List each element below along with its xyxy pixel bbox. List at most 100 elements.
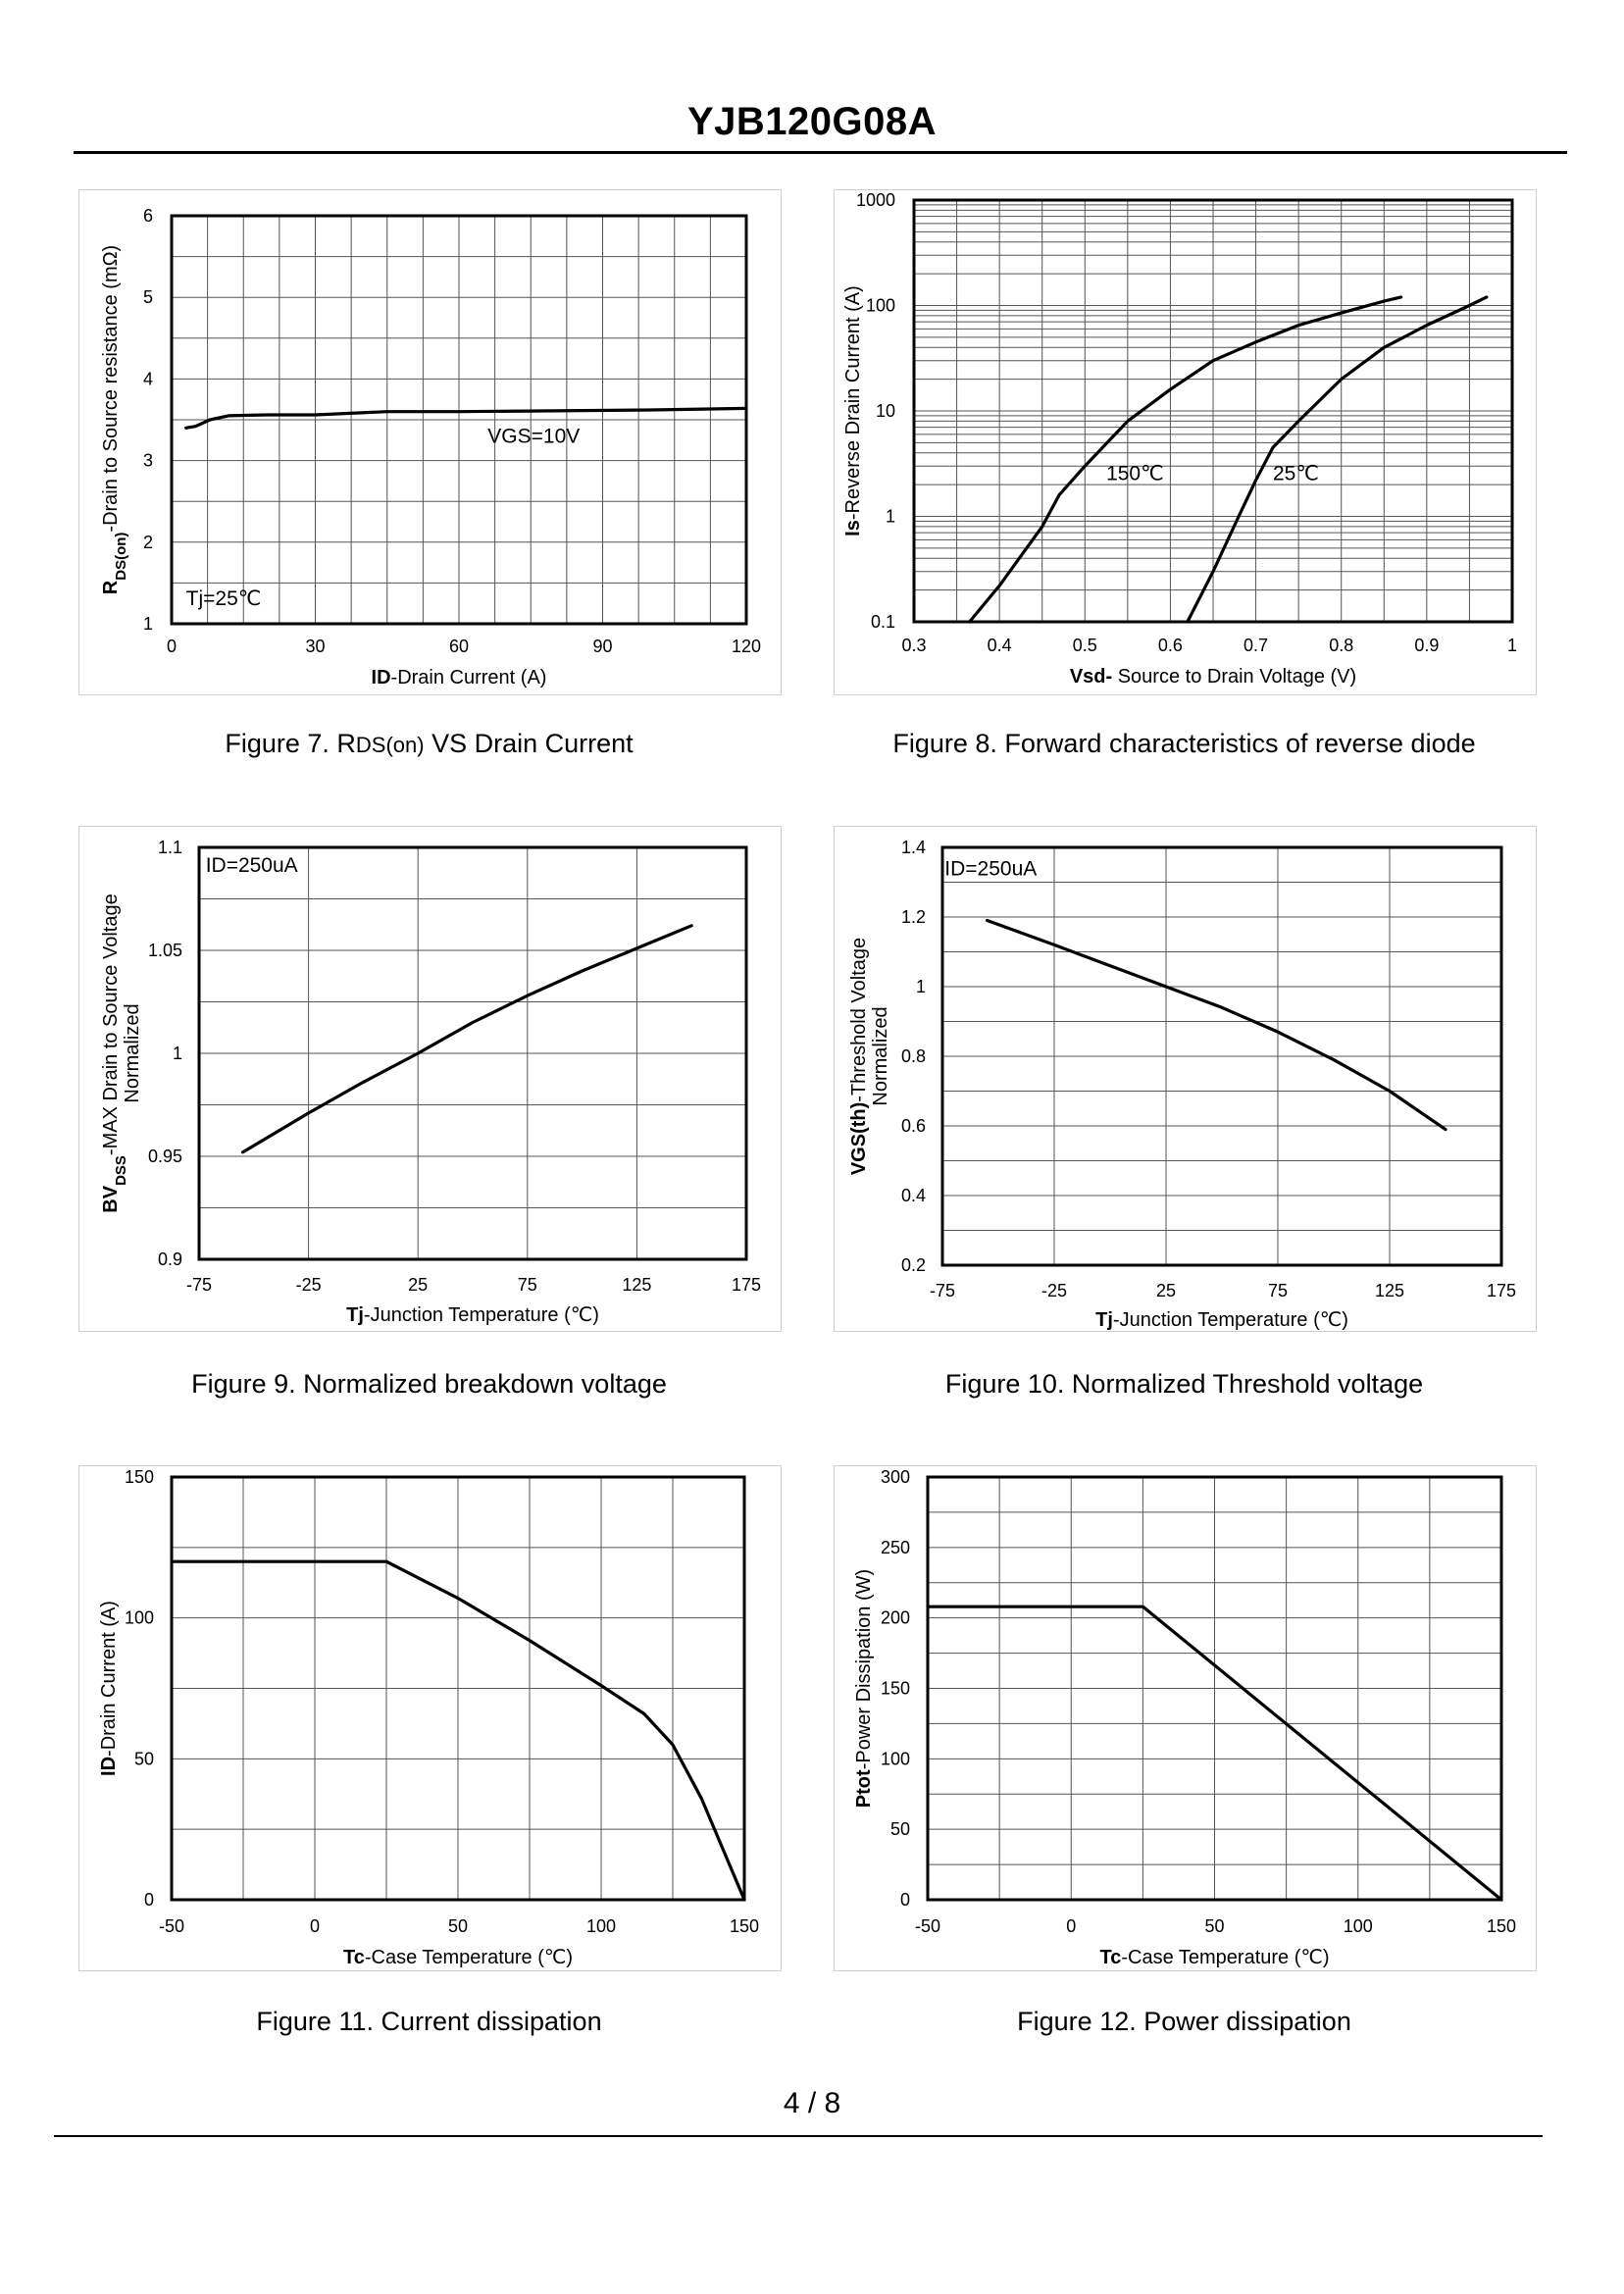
grid — [198, 846, 747, 1260]
y-tick-label: 1 — [916, 977, 926, 996]
y-tick-label: 50 — [890, 1819, 910, 1839]
y-tick-label: 5 — [143, 287, 153, 307]
x-tick-label: 0 — [167, 637, 177, 656]
figure-caption-fig12: Figure 12. Power dissipation — [1017, 2007, 1351, 2036]
x-tick-label: 0.3 — [901, 636, 926, 655]
x-tick-label: 0.4 — [988, 636, 1012, 655]
label-part: VGS(th) — [848, 1102, 870, 1175]
chart-annotation: Tj=25℃ — [186, 587, 262, 610]
chart-panel-fig8: 0.3 0.4 0.5 0.6 0.7 0.8 0.9 1 0.1 1 10 100 1000 Vsd- … — [834, 189, 1537, 695]
chart-annotation: VGS=10V — [487, 425, 580, 447]
x-tick-label: 100 — [1344, 1916, 1373, 1936]
x-tick-label: 0.6 — [1158, 636, 1183, 655]
y-tick-label: 0.4 — [901, 1186, 926, 1205]
x-tick-label: 0 — [310, 1916, 320, 1936]
grid — [941, 846, 1502, 1266]
document-title: YJB120G08A — [686, 100, 938, 143]
x-tick-label: 150 — [1487, 1916, 1516, 1936]
y-tick-label: 1000 — [856, 190, 895, 210]
label-part: Vsd- — [1070, 666, 1112, 688]
y-tick-label: 100 — [125, 1608, 154, 1628]
figure-caption-fig7: Figure 7. RDS(on) VS Drain Current — [78, 729, 780, 759]
x-tick-label: 25 — [408, 1275, 428, 1295]
label-part: DSS — [113, 1155, 129, 1186]
y-tick-label: 1.1 — [158, 838, 182, 857]
x-tick-label: -75 — [930, 1281, 955, 1300]
label-part: BV — [100, 1185, 122, 1212]
y-tick-label: 0.1 — [871, 612, 895, 632]
plot-frame — [940, 845, 1503, 1267]
chart-panel-fig11: -50 0 50 100 150 0 50 100 150 Tc-Case Temperature… — [78, 1465, 782, 1971]
series-line-0 — [241, 924, 693, 1154]
chart-annotation: 25℃ — [1273, 463, 1319, 485]
x-tick-label: 120 — [732, 637, 761, 656]
x-tick-label: 90 — [592, 637, 612, 656]
label-part: ID — [372, 667, 391, 688]
chart-annotation: ID=250uA — [206, 854, 298, 877]
y-tick-label: 1 — [173, 1044, 182, 1063]
x-tick-label: -25 — [1041, 1281, 1067, 1300]
x-tick-label: -75 — [186, 1275, 212, 1295]
y-axis-label: RDS(on)-Drain to Source resistance (mΩ) — [100, 245, 129, 594]
x-tick-label: 0.7 — [1243, 636, 1268, 655]
label-part: Is — [842, 520, 864, 536]
label-part: -Junction Temperature (℃) — [364, 1304, 599, 1326]
y-tick-label: 3 — [143, 451, 153, 471]
y-tick-label: 1.05 — [148, 941, 182, 960]
x-tick-label: 75 — [1268, 1281, 1288, 1300]
chart-annotation: ID=250uA — [944, 857, 1037, 880]
plot-frame — [197, 845, 748, 1261]
y-tick-label: 250 — [881, 1538, 910, 1557]
y-axis-label: Ptot-Power Dissipation (W) — [853, 1569, 875, 1808]
label-part: -Junction Temperature (℃) — [1113, 1309, 1348, 1331]
y-axis-label: ID-Drain Current (A) — [98, 1601, 120, 1776]
y-axis-label-secondary: Normalized — [122, 1003, 143, 1102]
x-tick-label: 25 — [1156, 1281, 1176, 1300]
plot-frame — [170, 1475, 746, 1902]
y-tick-label: 1.2 — [901, 907, 926, 927]
figure-caption-fig10: Figure 10. Normalized Threshold voltage — [944, 1369, 1424, 1399]
label-part: DS(on) — [113, 533, 129, 581]
y-tick-label: 50 — [134, 1749, 154, 1768]
caption-fig7-part3: VS Drain Current — [424, 729, 634, 758]
y-tick-label: 2 — [143, 533, 153, 552]
label-part: -Drain Current (A) — [391, 667, 547, 688]
x-axis-label: Tj-Junction Temperature (℃) — [346, 1304, 599, 1326]
figure-caption-fig8: Figure 8. Forward characteristics of rev… — [892, 729, 1476, 758]
x-tick-label: 0.5 — [1073, 636, 1097, 655]
label-part: -Power Dissipation (W) — [853, 1569, 875, 1769]
figure-caption-fig9: Figure 9. Normalized breakdown voltage — [191, 1369, 667, 1399]
label-part: -Threshold Voltage — [848, 938, 870, 1102]
label-part: R — [100, 580, 122, 594]
label-part: ID — [98, 1757, 120, 1776]
series-line-0 — [184, 406, 748, 430]
x-axis-label: Tc-Case Temperature (℃) — [343, 1947, 573, 1968]
y-tick-label: 0.2 — [901, 1255, 926, 1275]
footer-rule — [54, 2135, 1543, 2137]
y-tick-label: 1 — [886, 507, 895, 527]
y-tick-label: 0.6 — [901, 1116, 926, 1136]
y-tick-label: 300 — [881, 1467, 910, 1487]
x-axis-label: ID-Drain Current (A) — [372, 667, 547, 688]
x-tick-label: 100 — [586, 1916, 616, 1936]
y-axis-label: Is-Reverse Drain Current (A) — [842, 285, 864, 536]
y-tick-label: 0.8 — [901, 1046, 926, 1066]
x-tick-label: 75 — [518, 1275, 537, 1295]
chart-fig9: -75 -25 25 75 125 175 0.9 0.95 1 1.05 1.1 Tj-Juncti… — [100, 838, 761, 1326]
series-line-0 — [926, 1605, 1503, 1902]
chart-annotation: 150℃ — [1106, 463, 1164, 485]
x-tick-label: 175 — [732, 1275, 761, 1295]
x-tick-label: -50 — [915, 1916, 940, 1936]
grid — [913, 199, 1513, 623]
x-tick-label: 0.8 — [1329, 636, 1353, 655]
x-tick-label: 0.9 — [1414, 636, 1439, 655]
y-axis-label: VGS(th)-Threshold Voltage — [848, 938, 870, 1175]
y-tick-label: 0 — [900, 1890, 910, 1910]
y-tick-label: 200 — [881, 1608, 910, 1628]
caption-fig7-part1: Figure 7. R — [225, 729, 356, 758]
grid — [927, 1476, 1502, 1901]
figure-caption-fig11: Figure 11. Current dissipation — [256, 2007, 602, 2036]
x-tick-label: -25 — [296, 1275, 322, 1295]
